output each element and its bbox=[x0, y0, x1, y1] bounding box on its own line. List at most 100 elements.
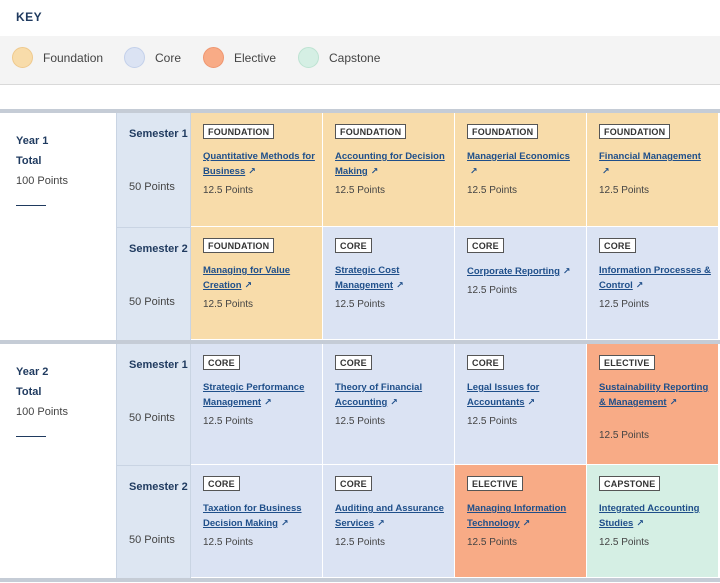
semester-1: Semester 1 50 Points bbox=[116, 113, 191, 227]
semester-label: Semester 1 bbox=[129, 359, 188, 371]
unit-link[interactable]: Accounting for Decision Making ↗ bbox=[335, 151, 445, 177]
legend-item-elective: Elective bbox=[203, 47, 276, 68]
unit-type-badge: CORE bbox=[335, 238, 372, 253]
unit-type-badge: CORE bbox=[335, 476, 372, 491]
semester-label: Semester 1 bbox=[129, 128, 188, 140]
unit-link[interactable]: Strategic Cost Management ↗ bbox=[335, 265, 404, 291]
unit-type-badge: CORE bbox=[467, 238, 504, 253]
core-swatch-icon bbox=[124, 47, 145, 68]
year-2-block: Year 2 Total 100 Points Semester 1 50 Poi… bbox=[0, 340, 720, 578]
external-link-icon: ↗ bbox=[248, 166, 256, 176]
external-link-icon: ↗ bbox=[390, 397, 398, 407]
divider bbox=[16, 205, 46, 206]
unit-link[interactable]: Managing Information Technology ↗ bbox=[467, 503, 567, 529]
semester-label: Semester 2 bbox=[129, 243, 188, 255]
divider bbox=[0, 109, 720, 113]
unit-points: 12.5 Points bbox=[599, 299, 650, 310]
external-link-icon: ↗ bbox=[669, 397, 678, 407]
legend: Foundation Core Elective Capstone bbox=[0, 36, 720, 85]
unit-card: ELECTIVE Sustainability Reporting & Mana… bbox=[587, 344, 719, 465]
external-link-icon: ↗ bbox=[602, 166, 610, 176]
external-link-icon: ↗ bbox=[527, 397, 536, 407]
unit-card: CORE Information Processes & Control ↗ 12… bbox=[587, 227, 719, 340]
unit-points: 12.5 Points bbox=[599, 185, 650, 196]
unit-card: FOUNDATION Managerial Economics↗ 12.5 Po… bbox=[455, 113, 587, 227]
unit-points: 12.5 Points bbox=[467, 285, 518, 296]
unit-card: CORE Theory of Financial Accounting ↗ 12.… bbox=[323, 344, 455, 465]
unit-card: CORE Legal Issues for Accountants ↗ 12.5 … bbox=[455, 344, 587, 465]
unit-link[interactable]: Managing for Value Creation ↗ bbox=[203, 265, 291, 291]
unit-points: 12.5 Points bbox=[599, 430, 650, 441]
external-link-icon: ↗ bbox=[636, 518, 644, 528]
unit-link[interactable]: Strategic Performance Management ↗ bbox=[203, 382, 305, 408]
unit-link[interactable]: Corporate Reporting ↗ bbox=[467, 266, 571, 277]
year-label: Year 2 Total bbox=[16, 366, 49, 398]
unit-type-badge: FOUNDATION bbox=[203, 124, 275, 139]
elective-swatch-icon bbox=[203, 47, 224, 68]
unit-link[interactable]: Legal Issues for Accountants ↗ bbox=[467, 382, 540, 408]
unit-type-badge: CAPSTONE bbox=[599, 476, 661, 491]
unit-points: 12.5 Points bbox=[203, 416, 254, 427]
unit-card: CORE Strategic Cost Management ↗ 12.5 Poi… bbox=[323, 227, 455, 340]
unit-type-badge: CORE bbox=[599, 238, 636, 253]
external-link-icon: ↗ bbox=[562, 266, 571, 276]
legend-label: Core bbox=[155, 50, 182, 65]
unit-link[interactable]: Information Processes & Control ↗ bbox=[599, 265, 711, 291]
unit-link[interactable]: Managerial Economics↗ bbox=[467, 151, 570, 176]
legend-item-foundation: Foundation bbox=[12, 47, 103, 68]
external-link-icon: ↗ bbox=[470, 166, 478, 176]
year-points: 100 Points bbox=[16, 175, 68, 187]
semester-points: 50 Points bbox=[129, 296, 175, 308]
unit-card: FOUNDATION Accounting for Decision Makin… bbox=[323, 113, 455, 227]
unit-points: 12.5 Points bbox=[203, 537, 254, 548]
external-link-icon: ↗ bbox=[522, 518, 531, 528]
unit-points: 12.5 Points bbox=[467, 185, 518, 196]
unit-points: 12.5 Points bbox=[599, 537, 650, 548]
legend-item-capstone: Capstone bbox=[298, 47, 380, 68]
unit-card: FOUNDATION Financial Management↗ 12.5 Po… bbox=[587, 113, 719, 227]
external-link-icon: ↗ bbox=[244, 280, 253, 290]
divider bbox=[0, 340, 720, 344]
unit-link[interactable]: Quantitative Methods for Business ↗ bbox=[203, 151, 315, 177]
unit-link[interactable]: Sustainability Reporting & Management ↗ bbox=[599, 382, 709, 408]
semester-points: 50 Points bbox=[129, 181, 175, 193]
semester-points: 50 Points bbox=[129, 534, 175, 546]
external-link-icon: ↗ bbox=[264, 397, 272, 407]
unit-link[interactable]: Integrated Accounting Studies ↗ bbox=[599, 503, 700, 529]
unit-points: 12.5 Points bbox=[335, 185, 386, 196]
unit-points: 12.5 Points bbox=[203, 185, 254, 196]
unit-link[interactable]: Financial Management↗ bbox=[599, 151, 701, 176]
unit-points: 12.5 Points bbox=[335, 537, 386, 548]
semester-label: Semester 2 bbox=[129, 481, 188, 493]
unit-card: CORE Strategic Performance Management ↗ 1… bbox=[191, 344, 323, 465]
external-link-icon: ↗ bbox=[635, 280, 644, 290]
external-link-icon: ↗ bbox=[396, 280, 404, 290]
unit-type-badge: CORE bbox=[467, 355, 504, 370]
unit-card: CORE Taxation for Business Decision Maki… bbox=[191, 465, 323, 578]
year-label: Year 1 Total bbox=[16, 135, 49, 167]
year-1-block: Year 1 Total 100 Points Semester 1 50 Poi… bbox=[0, 109, 720, 340]
external-link-icon: ↗ bbox=[377, 518, 385, 528]
unit-link[interactable]: Theory of Financial Accounting ↗ bbox=[335, 382, 423, 408]
unit-type-badge: CORE bbox=[335, 355, 372, 370]
capstone-swatch-icon bbox=[298, 47, 319, 68]
foundation-swatch-icon bbox=[12, 47, 33, 68]
legend-label: Capstone bbox=[329, 50, 381, 65]
unit-points: 12.5 Points bbox=[203, 299, 254, 310]
unit-type-badge: ELECTIVE bbox=[599, 355, 655, 370]
unit-type-badge: FOUNDATION bbox=[335, 124, 407, 139]
unit-card: FOUNDATION Quantitative Methods for Busi… bbox=[191, 113, 323, 227]
unit-type-badge: FOUNDATION bbox=[467, 124, 539, 139]
unit-card: CAPSTONE Integrated Accounting Studies ↗ … bbox=[587, 465, 719, 578]
unit-points: 12.5 Points bbox=[467, 416, 518, 427]
unit-type-badge: ELECTIVE bbox=[467, 476, 523, 491]
unit-type-badge: FOUNDATION bbox=[203, 238, 275, 253]
unit-card: CORE Corporate Reporting ↗ 12.5 Points bbox=[455, 227, 587, 340]
legend-label: Foundation bbox=[43, 50, 104, 65]
unit-link[interactable]: Taxation for Business Decision Making ↗ bbox=[203, 503, 302, 529]
semester-2: Semester 2 50 Points bbox=[116, 227, 191, 340]
semester-1: Semester 1 50 Points bbox=[116, 344, 191, 465]
external-link-icon: ↗ bbox=[370, 166, 379, 176]
divider bbox=[0, 578, 720, 582]
unit-link[interactable]: Auditing and Assurance Services ↗ bbox=[335, 503, 444, 529]
